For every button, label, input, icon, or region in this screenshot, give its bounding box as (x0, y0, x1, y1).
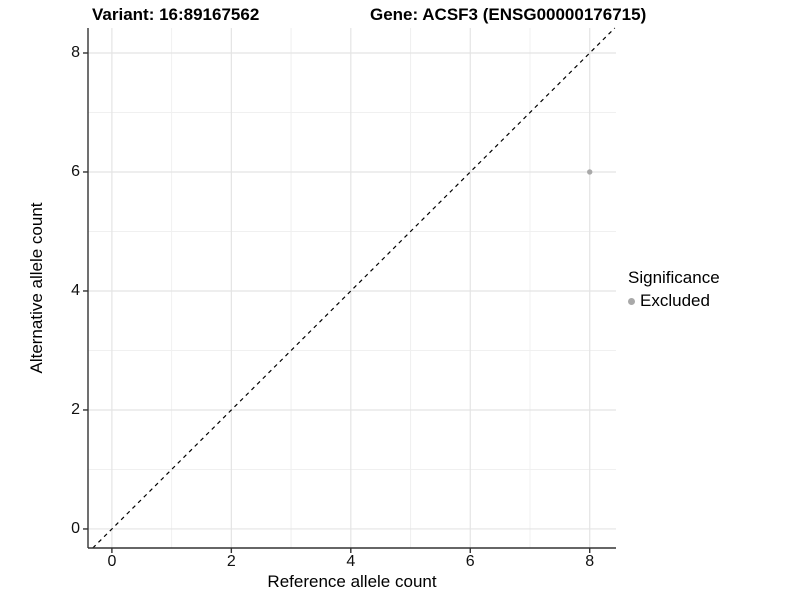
x-tick-label: 0 (107, 553, 117, 570)
legend-title: Significance (628, 268, 720, 287)
plot-title-gene: Gene: ACSF3 (ENSG00000176715) (370, 5, 647, 24)
x-tick-label: 4 (346, 553, 356, 570)
y-tick-label: 8 (71, 43, 80, 61)
legend-entry-label: Excluded (640, 291, 710, 310)
y-tick-label: 0 (71, 519, 80, 537)
y-tick-label: 2 (71, 400, 80, 418)
legend-point-swatch-icon (628, 297, 635, 305)
plot-title-variant: Variant: 16:89167562 (92, 5, 260, 24)
legend: Significance Excluded (628, 268, 720, 311)
x-tick-label: 2 (226, 553, 236, 570)
data-point (587, 169, 593, 175)
identity-dashed-line (92, 27, 616, 549)
y-tick-label: 4 (71, 281, 80, 299)
y-tick-label: 6 (71, 162, 80, 180)
y-axis-title: Alternative allele count (27, 202, 46, 374)
x-axis-title: Reference allele count (267, 572, 437, 591)
legend-entry-excluded: Excluded (628, 291, 720, 311)
x-tick-label: 8 (585, 553, 595, 570)
x-tick-label: 6 (465, 553, 475, 570)
